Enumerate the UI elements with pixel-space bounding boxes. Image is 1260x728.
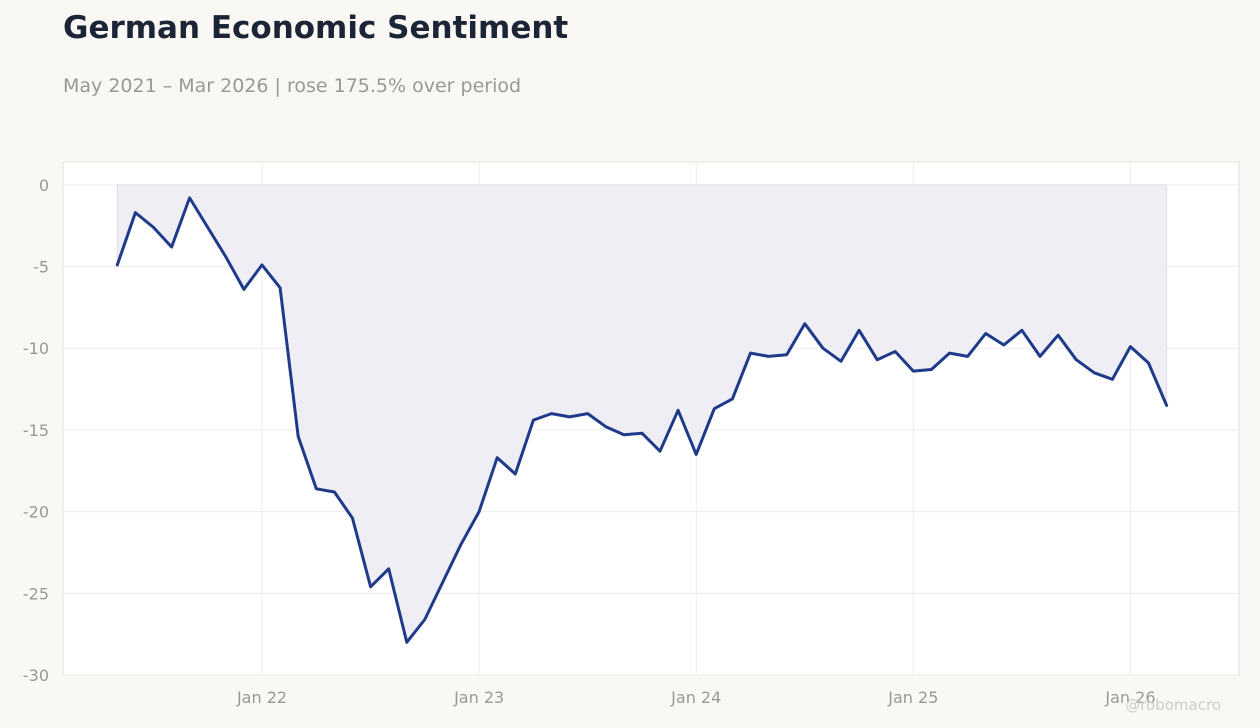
y-tick-label: 0 (39, 176, 49, 195)
y-tick-label: -20 (23, 503, 49, 522)
series-line (115, 196, 1169, 644)
x-tick-label: Jan 24 (670, 688, 721, 707)
x-tick-label: Jan 22 (236, 688, 287, 707)
x-tick-label: Jan 25 (887, 688, 938, 707)
y-tick-label: -30 (23, 666, 49, 685)
x-tick-label: Jan 26 (1104, 688, 1155, 707)
y-tick-label: -15 (23, 421, 49, 440)
chart-title: German Economic Sentiment (63, 10, 569, 46)
chart-subtitle: May 2021 – Mar 2026 | rose 175.5% over p… (63, 75, 522, 97)
y-tick-label: -5 (33, 258, 49, 277)
x-tick-label: Jan 23 (453, 688, 504, 707)
y-tick-label: -25 (23, 584, 49, 603)
y-tick-label: -10 (23, 339, 49, 358)
watermark-label: @robomacro (1125, 696, 1221, 714)
